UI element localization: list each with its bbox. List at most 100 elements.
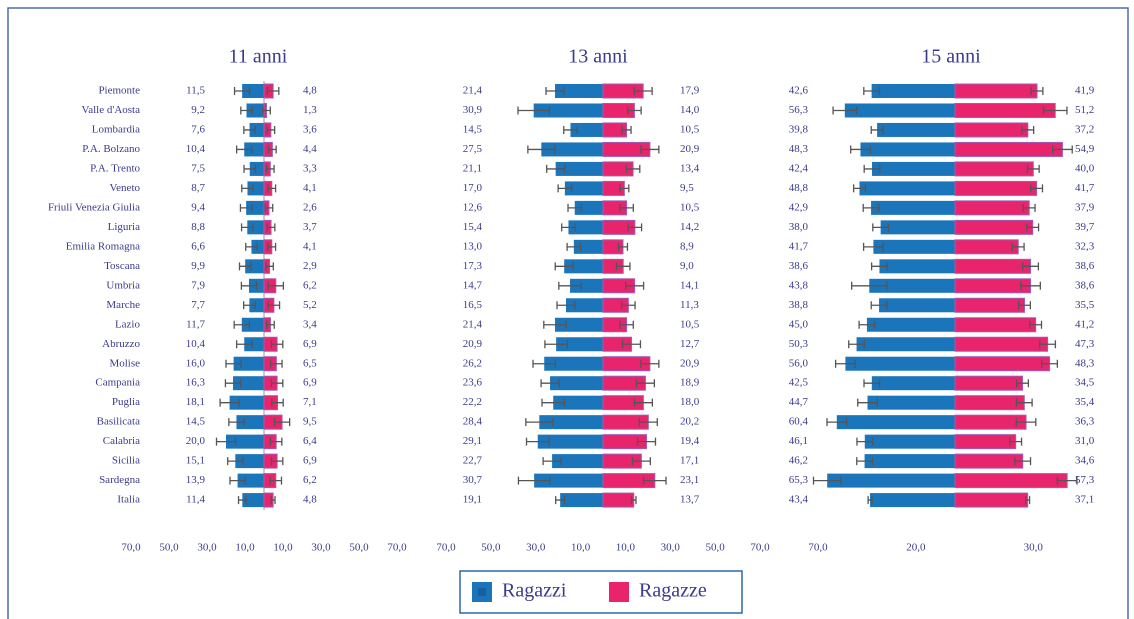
value-label: 42,9 [789, 201, 809, 213]
error-bar [541, 398, 566, 407]
value-label: 21,1 [463, 162, 482, 174]
bar [244, 337, 264, 352]
region-label: Basilicata [97, 416, 140, 428]
value-label: 5,2 [303, 299, 317, 311]
bar [242, 493, 264, 508]
value-label: 3,4 [303, 318, 317, 330]
error-bar [630, 496, 637, 505]
error-bar [235, 340, 253, 349]
error-bar [567, 203, 583, 212]
value-label: 46,2 [789, 455, 808, 467]
bar [553, 395, 603, 410]
bar [869, 278, 955, 293]
bar [859, 181, 955, 196]
error-bar [233, 320, 251, 329]
bar [867, 395, 955, 410]
bar [954, 200, 1030, 216]
error-bar [863, 164, 881, 173]
value-label: 11,4 [186, 494, 205, 506]
error-bar [245, 242, 258, 251]
x-tick-label: 50,0 [481, 542, 501, 554]
error-bar [621, 125, 632, 134]
error-bar [240, 106, 253, 115]
value-label: 35,4 [1075, 396, 1095, 408]
value-label: 3,3 [303, 162, 317, 174]
error-bar [267, 242, 277, 251]
error-bar [269, 476, 283, 485]
x-tick-label: 10,0 [571, 542, 591, 554]
value-label: 17,1 [680, 455, 699, 467]
value-label: 42,6 [789, 85, 809, 97]
bar [568, 220, 603, 235]
error-bar [856, 457, 874, 466]
value-label: 8,7 [191, 182, 205, 194]
x-tick-label: 10,0 [616, 542, 636, 554]
error-bar [1020, 281, 1041, 290]
value-label: 22,2 [463, 396, 482, 408]
error-bar [266, 125, 276, 134]
error-bar [1015, 398, 1033, 407]
error-bar [1052, 145, 1073, 154]
value-label: 17,3 [463, 260, 483, 272]
bar [244, 142, 264, 157]
bar [544, 356, 603, 371]
error-bar [544, 340, 568, 349]
error-bar [862, 203, 880, 212]
bar [534, 473, 603, 488]
error-bar [262, 106, 271, 115]
error-bar [633, 398, 653, 407]
bar [564, 181, 603, 196]
value-label: 22,7 [463, 455, 483, 467]
bar [550, 376, 603, 391]
value-label: 38,6 [1075, 279, 1095, 291]
value-label: 7,5 [191, 162, 205, 174]
value-label: 9,0 [680, 260, 694, 272]
value-label: 17,0 [463, 182, 483, 194]
value-label: 20,9 [680, 143, 700, 155]
value-label: 4,1 [303, 182, 317, 194]
error-bar [265, 262, 274, 271]
error-bar [270, 379, 284, 388]
error-bar [870, 301, 888, 310]
value-label: 38,0 [789, 221, 809, 233]
error-bar [517, 476, 551, 485]
error-bar [627, 106, 642, 115]
region-label: Sardegna [99, 474, 140, 486]
bar [954, 297, 1025, 313]
value-label: 23,1 [680, 474, 699, 486]
legend-box [459, 570, 743, 614]
error-bar [1021, 125, 1035, 134]
value-label: 3,6 [303, 123, 317, 135]
x-tick-label: 50,0 [159, 542, 179, 554]
x-tick-label: 10,0 [273, 542, 293, 554]
bar [954, 278, 1032, 294]
value-label: 4,8 [303, 85, 317, 97]
error-bar [858, 320, 876, 329]
bar [954, 180, 1038, 196]
bar [247, 181, 264, 196]
error-bar [826, 418, 848, 427]
bar [552, 454, 603, 469]
error-bar [1022, 203, 1036, 212]
value-label: 35,5 [1075, 299, 1095, 311]
bar [539, 415, 603, 430]
error-bar [557, 184, 573, 193]
value-label: 16,5 [463, 299, 483, 311]
value-label: 6,2 [303, 279, 317, 291]
region-label: Lombardia [92, 123, 140, 135]
error-bar [631, 457, 651, 466]
value-label: 30,9 [463, 104, 483, 116]
error-bar [266, 87, 280, 95]
bar [856, 337, 955, 352]
value-label: 9,5 [303, 416, 317, 428]
error-bar [620, 301, 636, 310]
x-tick-label: 70,0 [387, 542, 407, 554]
x-tick-label: 50,0 [706, 542, 726, 554]
value-label: 56,3 [789, 104, 809, 116]
region-label: Sicilia [112, 455, 140, 467]
value-label: 60,4 [789, 416, 809, 428]
error-bar [233, 87, 251, 95]
error-bar [1014, 457, 1032, 466]
bar [954, 258, 1032, 274]
panel-title: 11 anni [229, 46, 288, 68]
